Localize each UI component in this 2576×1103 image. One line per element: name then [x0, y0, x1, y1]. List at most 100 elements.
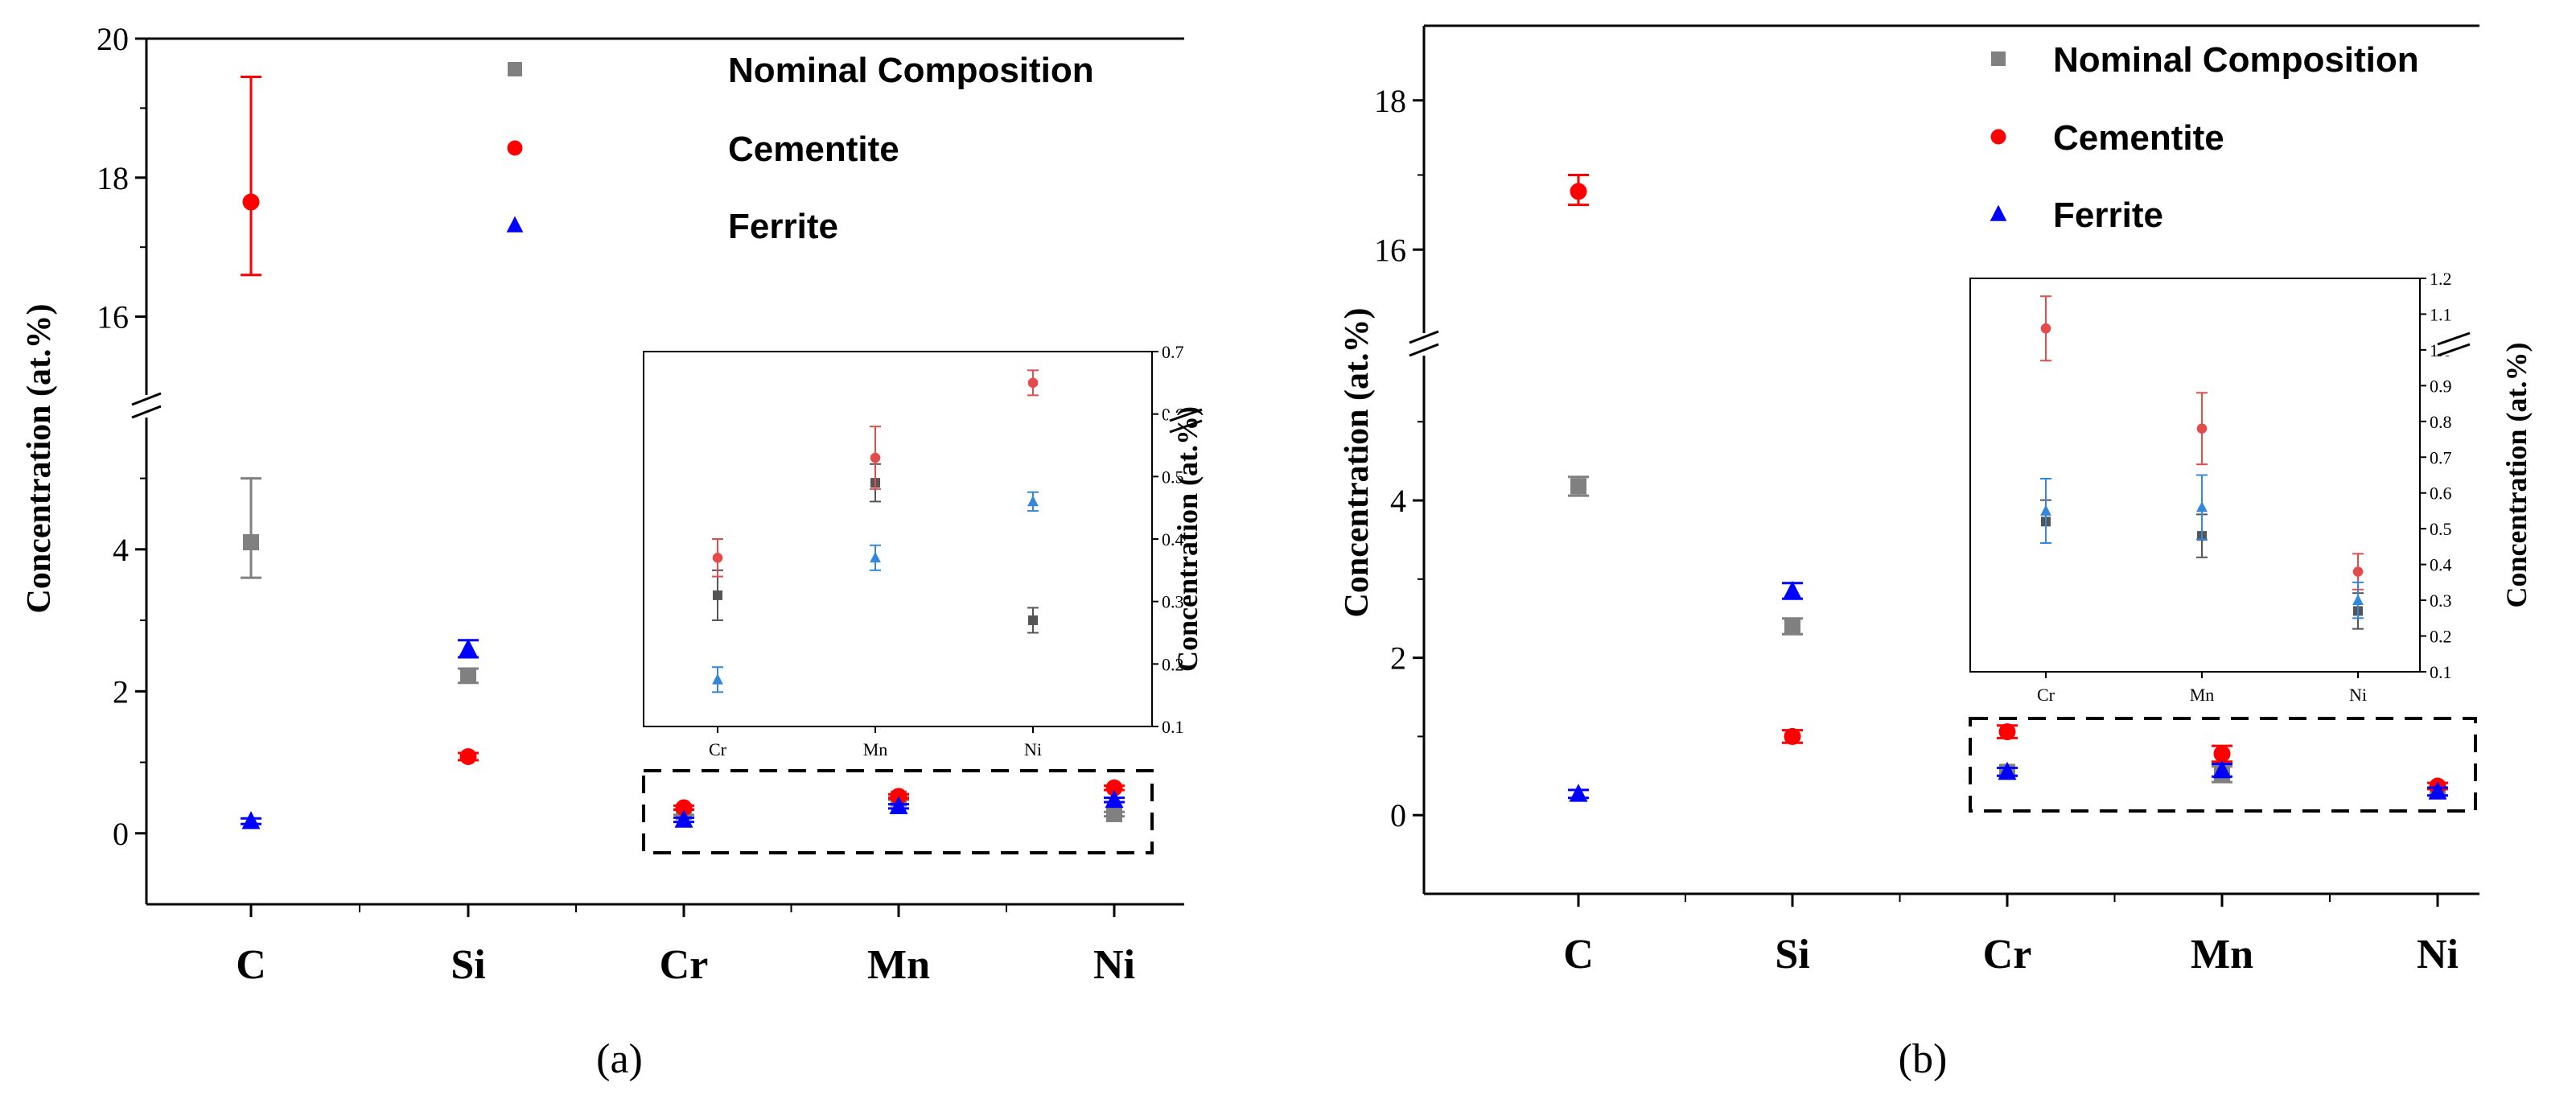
inset-x-tick-label: Ni: [1024, 739, 1042, 759]
data-point-triangle: [1998, 761, 2017, 780]
inset-chart: 0.10.20.30.40.50.60.70.80.91.01.11.2CrMn…: [1969, 269, 2533, 705]
data-point-square: [243, 534, 259, 550]
data-point-circle: [1998, 723, 2016, 741]
x-tick-label: Cr: [1983, 932, 2032, 977]
inset-y-axis-label: Concentration (at.%): [2500, 343, 2533, 608]
y-tick-label: 16: [1374, 232, 1406, 268]
data-point-triangle: [674, 809, 693, 828]
x-tick-label: Mn: [2191, 932, 2253, 977]
data-point-circle: [675, 799, 693, 817]
series-triangle: [241, 638, 1125, 829]
inset-data-point-triangle: [2352, 594, 2364, 605]
legend-marker-triangle: [506, 216, 524, 233]
data-point-triangle: [1783, 580, 1802, 599]
axis-break-mark: [1409, 343, 1439, 357]
highlight-box: [642, 769, 1154, 854]
y-axis-label: Concentration (at.%): [1339, 308, 1376, 618]
data-point-circle: [1105, 779, 1123, 796]
inset-data-point-triangle: [2196, 500, 2208, 512]
legend-label: Ferrite: [728, 207, 838, 246]
data-point-circle: [459, 747, 477, 765]
inset-chart: 0.10.20.30.40.50.60.7CrMnNiConcentration…: [643, 342, 1205, 759]
axis-break-mark: [131, 405, 162, 419]
inset-y-tick-label: 0.3: [2430, 591, 2452, 611]
inset-y-tick-label: 0.9: [2430, 376, 2452, 396]
inset-data-point-triangle: [870, 551, 881, 563]
error-bar: [241, 477, 261, 579]
inset-data-point-triangle: [2040, 504, 2051, 516]
inset-data-point-triangle: [1027, 495, 1039, 507]
inset-y-axis-label: Concentration (at.%): [1171, 406, 1204, 672]
y-axis-label: Concentration (at.%): [21, 304, 58, 614]
legend-marker-square: [508, 62, 522, 76]
inset-data-point-triangle: [712, 673, 723, 685]
x-tick-label: Ni: [1093, 942, 1135, 988]
legend-label: Cementite: [2053, 118, 2224, 158]
data-point-triangle: [2428, 781, 2447, 800]
panel-a: 0 2 4 16 18 20 C Si Cr Mn Ni Concentration (at.%) No…: [21, 21, 1205, 1082]
inset-axis-break-mark: [1169, 419, 1203, 434]
inset-data-point-circle: [712, 553, 723, 563]
inset-axis-break-mark: [2437, 343, 2471, 357]
data-point-square: [460, 667, 476, 684]
inset-series-triangle: [2040, 474, 2364, 619]
y-tick-label: 4: [113, 532, 129, 568]
legend-marker-circle: [507, 140, 523, 156]
inset-data-point-circle: [2040, 323, 2051, 334]
data-point-circle: [2213, 745, 2231, 763]
data-point-square: [1106, 805, 1122, 822]
inset-y-tick-label: 1.2: [2430, 269, 2452, 289]
inset-series-circle: [2040, 295, 2364, 591]
data-point-triangle: [241, 811, 261, 829]
y-tick-label: 0: [1390, 797, 1406, 833]
y-tick-label: 0: [113, 816, 129, 852]
data-point-triangle: [2212, 759, 2232, 779]
y-tick-label: 2: [113, 673, 129, 710]
y-tick-label: 18: [97, 160, 129, 196]
inset-x-tick-label: Ni: [2349, 685, 2367, 705]
inset-y-tick-label: 0.4: [2430, 555, 2452, 575]
data-point-triangle: [1105, 789, 1124, 809]
panel-label: (a): [596, 1036, 643, 1082]
legend-label: Nominal Composition: [2053, 40, 2419, 80]
inset-y-tick-label: 0.2: [2430, 627, 2452, 647]
inset-axis-break-mark: [1169, 408, 1203, 422]
inset-y-tick-label: 0.5: [1162, 467, 1184, 487]
inset-y-tick-label: 0.8: [2430, 412, 2452, 432]
data-point-triangle: [459, 638, 478, 657]
data-point-circle: [1784, 727, 1801, 745]
x-tick-label: Si: [451, 942, 485, 988]
inset-data-point-circle: [2196, 423, 2208, 434]
inset-y-tick-label: 0.1: [1162, 717, 1184, 737]
inset-frame: [643, 351, 1153, 727]
inset-x-tick-label: Mn: [2190, 685, 2215, 705]
x-tick-label: Cr: [660, 942, 709, 988]
inset-data-point-square: [1028, 615, 1038, 625]
inset-data-point-circle: [870, 452, 881, 463]
inset-y-tick-label: 0.2: [1162, 654, 1184, 674]
axis-break-mark: [1409, 330, 1439, 344]
inset-x-tick-label: Cr: [2037, 685, 2055, 705]
x-tick-label: C: [1563, 932, 1594, 977]
series-circle: [241, 76, 1125, 817]
y-tick-label: 18: [1374, 83, 1406, 119]
series-triangle: [1568, 580, 2448, 802]
x-tick-label: Si: [1775, 932, 1809, 977]
x-tick-label: Ni: [2417, 932, 2459, 977]
panel-label: (b): [1899, 1036, 1948, 1082]
data-point-circle: [1570, 183, 1587, 200]
legend-label: Cementite: [728, 130, 899, 169]
inset-series-triangle: [712, 491, 1039, 693]
legend-marker-square: [1991, 51, 2006, 66]
x-tick-label: Mn: [867, 942, 930, 988]
data-point-triangle: [1569, 784, 1588, 802]
y-tick-label: 20: [97, 21, 129, 57]
data-point-square: [1784, 618, 1800, 635]
x-tick-label: C: [236, 942, 266, 988]
data-point-circle: [242, 193, 260, 211]
inset-y-tick-label: 0.7: [2430, 447, 2452, 467]
inset-x-tick-label: Mn: [863, 739, 888, 759]
inset-y-tick-label: 0.7: [1162, 342, 1184, 362]
data-point-triangle: [889, 796, 908, 815]
